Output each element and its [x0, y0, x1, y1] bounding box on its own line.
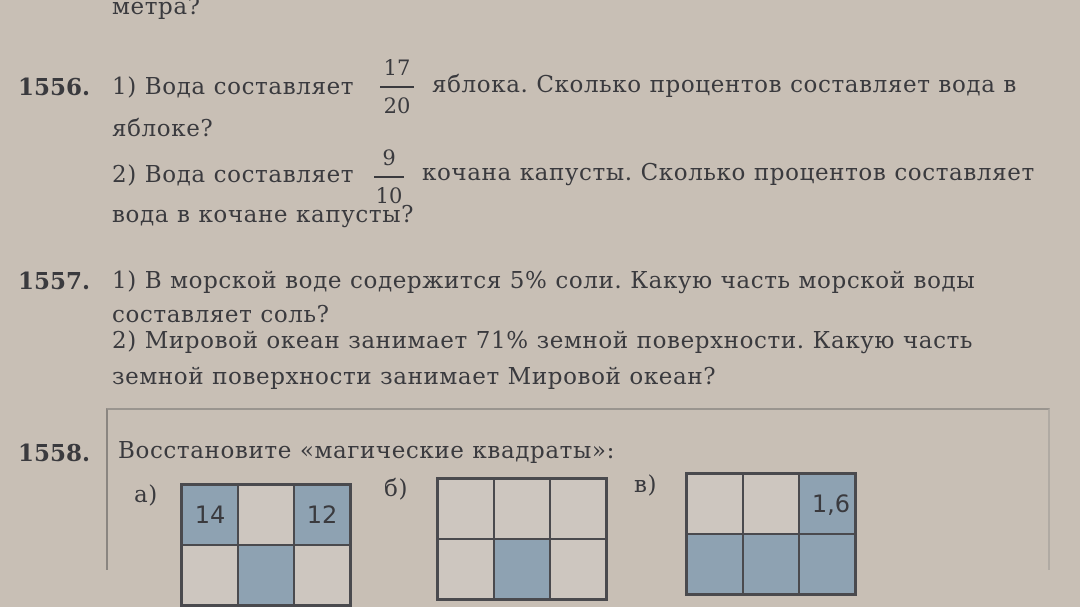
- p1557-line-3: 2) Мировой океан занимает 71% земной пов…: [112, 328, 974, 354]
- problem-1558-number: 1558.: [18, 440, 91, 467]
- cell: [294, 545, 350, 605]
- previous-problem-tail: метра?: [112, 0, 201, 20]
- p1556-q1-text-a: 1) Вода составляет: [112, 74, 355, 100]
- p1556-q1-text-b: яблока. Сколько процентов составляет вод…: [432, 72, 1017, 98]
- fraction-9-10: 9 10: [374, 146, 404, 208]
- cell: 1,6: [799, 474, 855, 534]
- magic-square-a: 14 12: [180, 483, 352, 607]
- cell: 12: [294, 485, 350, 545]
- p1557-line-4: земной поверхности занимает Мировой океа…: [112, 364, 717, 390]
- p1558-text: Восстановите «магические квадраты»:: [118, 438, 615, 464]
- cell: [494, 479, 550, 539]
- square-v-label: в): [634, 472, 658, 498]
- cell: [182, 545, 238, 605]
- problem-1558-frame: [106, 408, 1050, 570]
- cell: [438, 539, 494, 599]
- fraction-bar: [380, 86, 414, 88]
- cell: [238, 485, 294, 545]
- p1557-line-2: составляет соль?: [112, 302, 330, 328]
- cell: [743, 534, 799, 594]
- magic-square-b: [436, 477, 608, 601]
- cell: [550, 539, 606, 599]
- square-a-label: а): [134, 482, 158, 508]
- p1557-line-1: 1) В морской воде содержится 5% соли. Ка…: [112, 268, 976, 294]
- numerator: 17: [383, 56, 411, 80]
- numerator: 9: [382, 146, 396, 170]
- magic-square-v: 1,6: [685, 472, 857, 596]
- cell: [799, 534, 855, 594]
- cell: [550, 479, 606, 539]
- cell: [687, 534, 743, 594]
- cell: [743, 474, 799, 534]
- cell: [438, 479, 494, 539]
- cell: [494, 539, 550, 599]
- square-b-label: б): [384, 476, 409, 502]
- p1556-q2-text-b: кочана капусты. Сколько процентов состав…: [422, 160, 1035, 186]
- fraction-17-20: 17 20: [380, 56, 414, 118]
- problem-1557-number: 1557.: [18, 268, 91, 295]
- p1556-q2-text-a: 2) Вода составляет: [112, 162, 355, 188]
- cell: [687, 474, 743, 534]
- cell: 14: [182, 485, 238, 545]
- cell: [238, 545, 294, 605]
- denominator: 20: [383, 94, 411, 118]
- p1556-q2-text-c: вода в кочане капусты?: [112, 202, 415, 228]
- denominator: 10: [375, 184, 403, 208]
- problem-1556-number: 1556.: [18, 74, 91, 101]
- p1556-q1-text-c: яблоке?: [112, 116, 214, 142]
- fraction-bar: [374, 176, 404, 178]
